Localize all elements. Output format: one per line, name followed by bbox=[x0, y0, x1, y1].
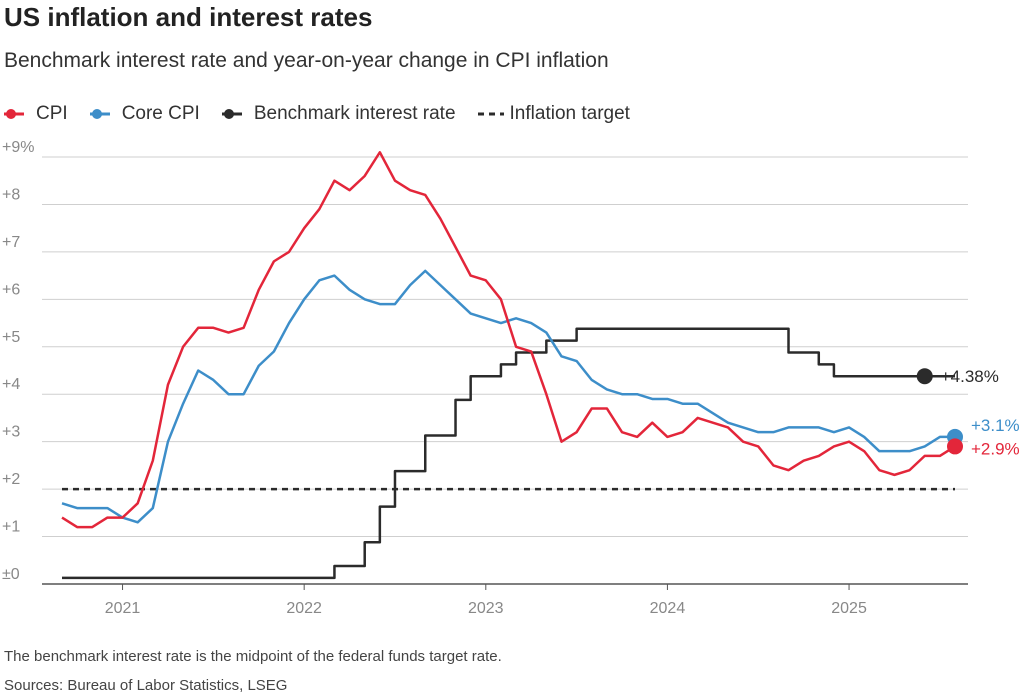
legend-core-cpi-marker-icon bbox=[89, 109, 110, 119]
y-tick-label: +4 bbox=[2, 376, 20, 393]
y-tick-label: +5 bbox=[2, 329, 20, 346]
line-chart: ±0 +1 +2 +3 +4 +5 +6 +7 +8 +9% 2021 2022 2023 2024 202… bbox=[2, 140, 1020, 617]
series-line-core-cpi bbox=[61, 269, 955, 524]
x-tick-label: 2022 bbox=[286, 600, 322, 617]
legend-label-benchmark-rate: Benchmark interest rate bbox=[253, 103, 456, 124]
legend-item-inflation-target: Inflation target bbox=[477, 103, 630, 125]
legend-label-core-cpi: Core CPI bbox=[121, 103, 200, 124]
y-tick-label: +1 bbox=[2, 519, 20, 536]
legend-label-inflation-target: Inflation target bbox=[509, 103, 630, 124]
y-tick-label: +6 bbox=[2, 281, 20, 298]
chart-legend: CPI Core CPI Benchmark interest rate Inf… bbox=[4, 100, 652, 128]
legend-target-marker-icon bbox=[477, 112, 504, 116]
end-label-cpi: +2.9% bbox=[971, 439, 1020, 458]
y-tick-label: +8 bbox=[2, 186, 20, 203]
legend-item-cpi: CPI bbox=[4, 103, 68, 125]
series-line-cpi bbox=[61, 151, 956, 529]
series-line-benchmark-interest-rate bbox=[62, 327, 955, 580]
end-label-benchmark-interest-rate: +4.38% bbox=[941, 367, 999, 386]
end-marker-benchmark-interest-rate bbox=[916, 368, 933, 385]
y-tick-label: +9% bbox=[2, 140, 34, 156]
legend-item-benchmark-rate: Benchmark interest rate bbox=[221, 103, 456, 125]
end-label-core-cpi: +3.1% bbox=[971, 416, 1020, 435]
x-tick-label: 2023 bbox=[468, 600, 504, 617]
x-tick-label: 2025 bbox=[831, 600, 867, 617]
legend-item-core-cpi: Core CPI bbox=[89, 103, 200, 125]
legend-cpi-marker-icon bbox=[4, 109, 24, 119]
chart-subtitle: Benchmark interest rate and year-on-year… bbox=[4, 49, 609, 72]
y-tick-label: ±0 bbox=[2, 566, 20, 583]
y-tick-label: +2 bbox=[2, 471, 20, 488]
x-tick-label: 2021 bbox=[105, 600, 141, 617]
legend-benchmark-marker-icon bbox=[221, 109, 242, 119]
end-marker-cpi bbox=[947, 438, 963, 455]
chart-title: US inflation and interest rates bbox=[4, 2, 373, 32]
chart-footnote: The benchmark interest rate is the midpo… bbox=[4, 648, 502, 665]
y-tick-label: +3 bbox=[2, 424, 20, 441]
legend-label-cpi: CPI bbox=[36, 103, 68, 124]
x-tick-label: 2024 bbox=[650, 600, 686, 617]
chart-source: Sources: Bureau of Labor Statistics, LSE… bbox=[4, 677, 288, 694]
y-tick-label: +7 bbox=[2, 234, 20, 251]
